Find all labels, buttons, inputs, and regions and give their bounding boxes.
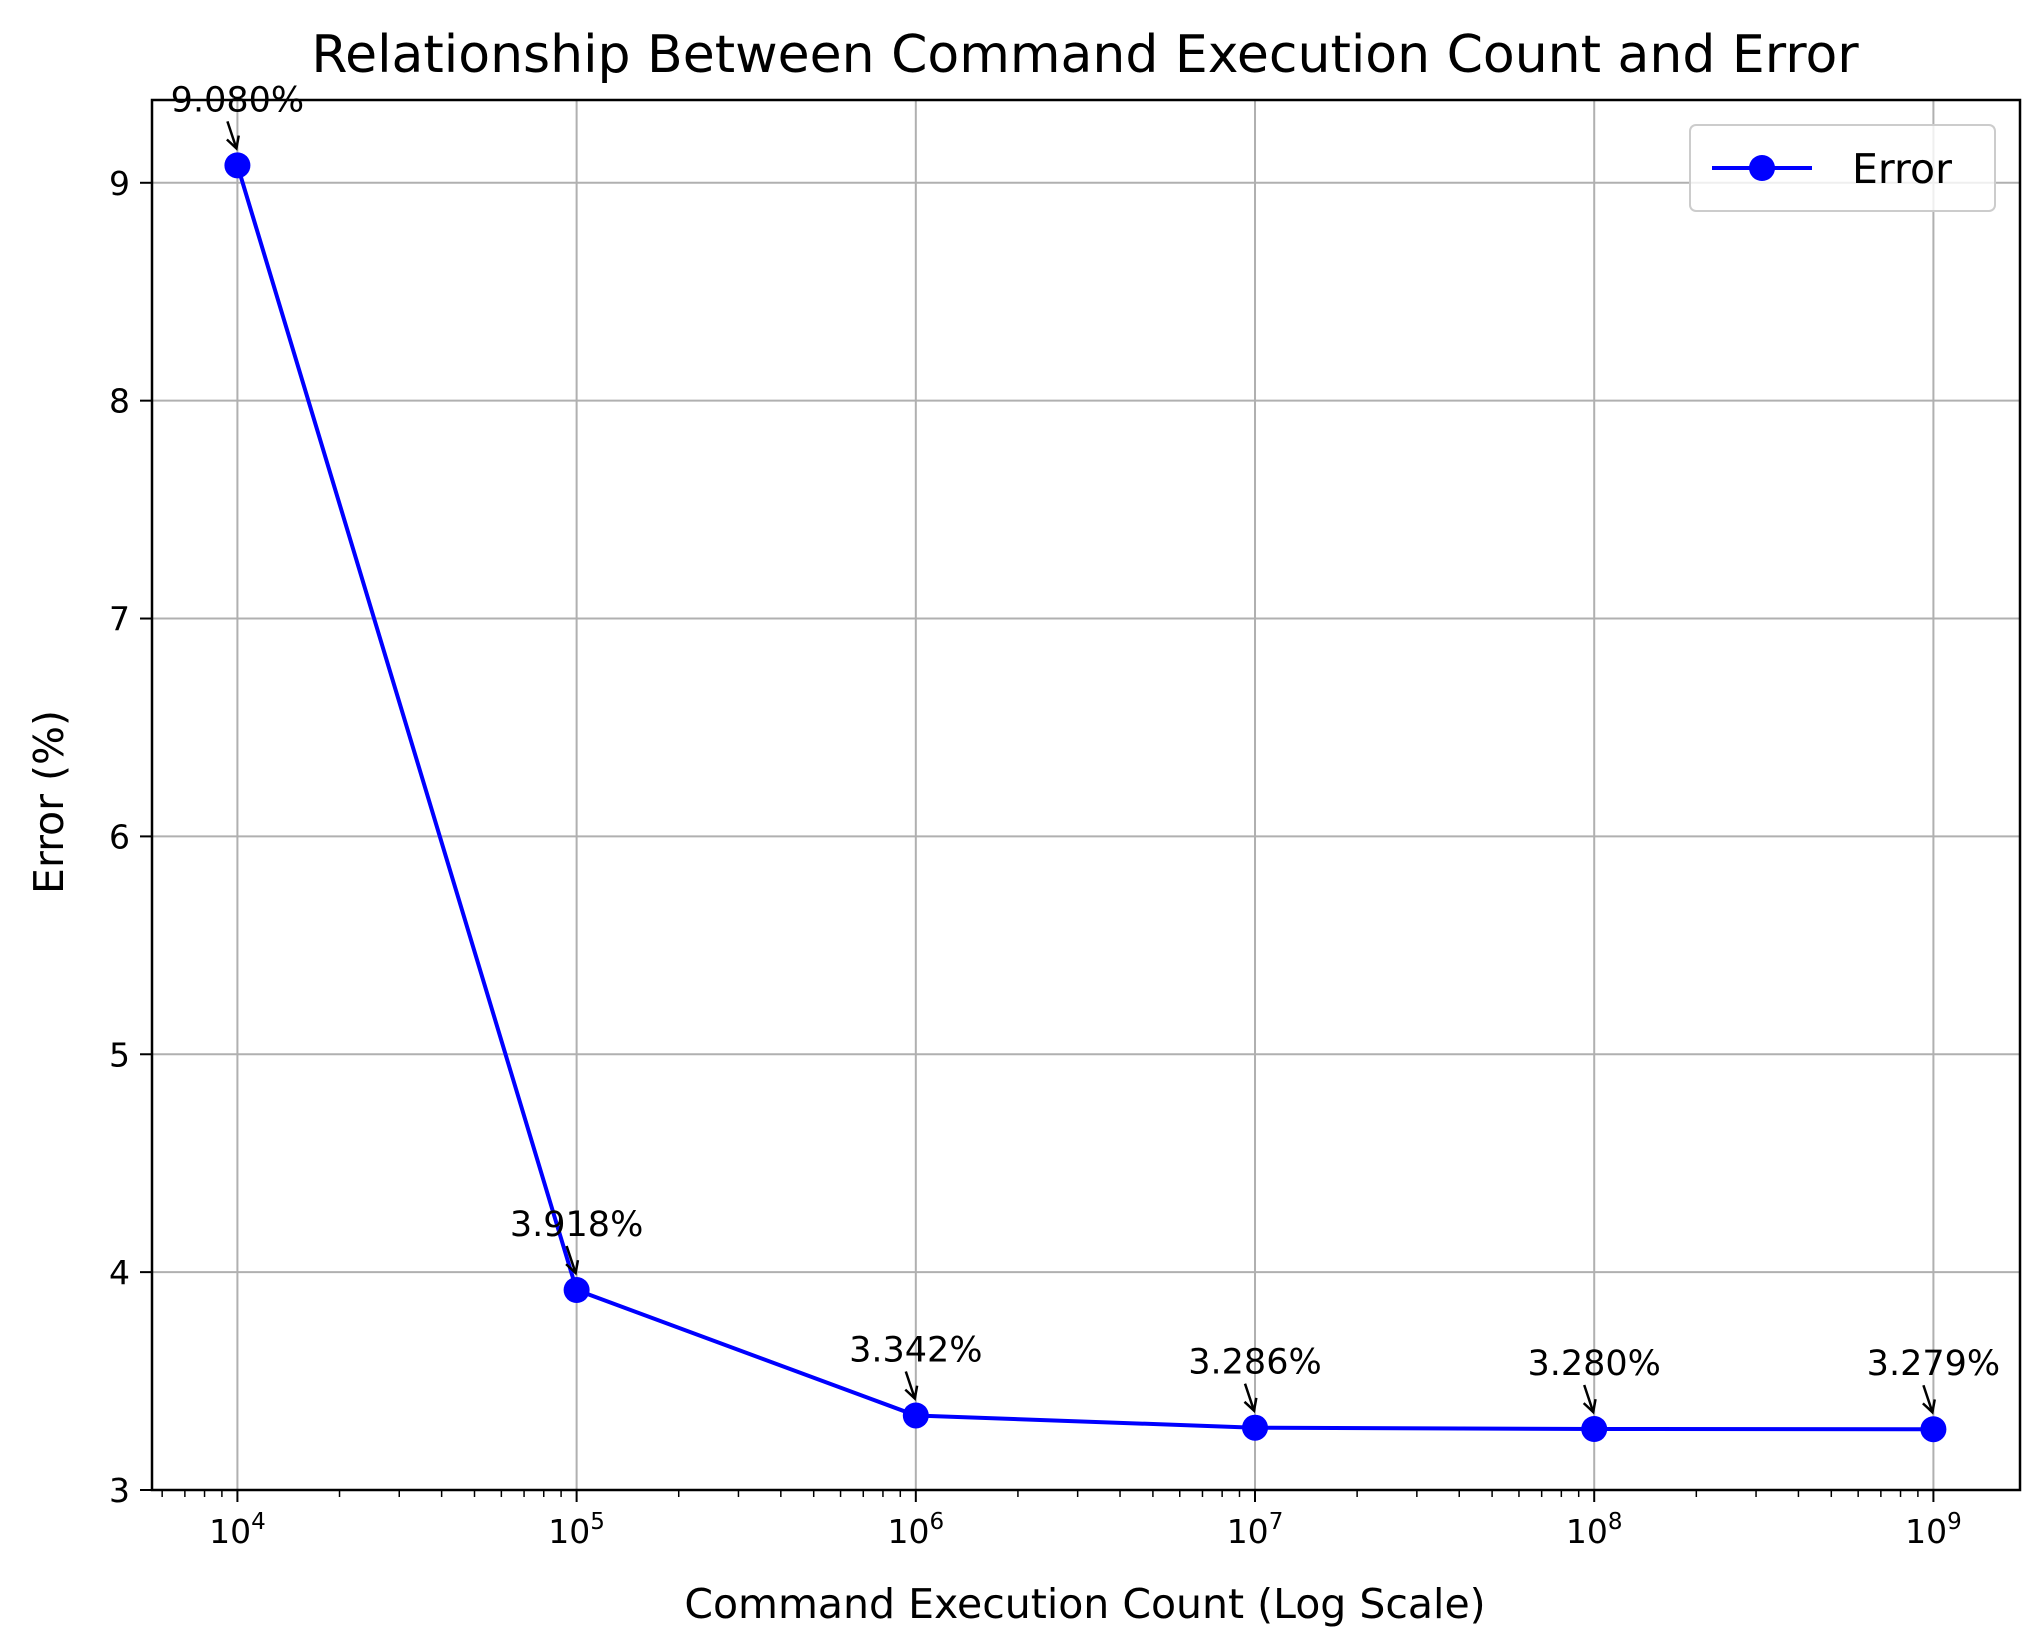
series-error (224, 152, 1947, 1443)
annotation-arrowhead (1922, 1399, 1936, 1415)
data-label: 3.279% (1867, 1344, 2000, 1384)
legend: Error (1689, 124, 1996, 212)
y-axis-label: Error (%) (25, 710, 73, 894)
data-labels: 9.080% 3.918% 3.342% 3.286% 3.280% 3.279% (171, 80, 2000, 1415)
data-label: 3.918% (510, 1205, 643, 1245)
x-tick-label: 105 (548, 1509, 605, 1551)
x-tick-label: 108 (1566, 1509, 1623, 1551)
x-tick-label: 104 (209, 1509, 266, 1551)
annotation-arrowhead (1243, 1397, 1258, 1414)
data-label: 3.280% (1527, 1344, 1660, 1384)
data-point (563, 1276, 590, 1303)
annotation-arrow (565, 1245, 577, 1274)
data-point (224, 152, 251, 179)
data-label: 3.286% (1188, 1343, 1321, 1383)
annotation-arrowhead (904, 1385, 919, 1401)
y-tick-label: 9 (109, 164, 130, 203)
axes: 104 105 106 107 108 109 3 4 5 6 7 8 9 (109, 98, 2022, 1551)
annotation-arrow (1922, 1384, 1934, 1413)
data-point (1920, 1416, 1947, 1443)
legend-marker-swatch (1749, 155, 1775, 181)
annotation-arrow (904, 1371, 916, 1399)
y-tick-label: 3 (109, 1471, 130, 1510)
x-tick-label: 109 (1905, 1509, 1962, 1551)
y-tick-label: 6 (109, 817, 130, 856)
data-point (1581, 1415, 1608, 1442)
data-point (902, 1402, 929, 1429)
data-label: 9.080% (171, 80, 304, 120)
y-tick-label: 7 (109, 600, 130, 639)
data-point (1242, 1414, 1269, 1441)
y-tick-label: 8 (109, 382, 130, 421)
series-line (235, 164, 1934, 1432)
x-tick-label: 107 (1227, 1509, 1284, 1551)
data-label: 3.342% (849, 1330, 982, 1370)
y-tick-label: 4 (109, 1253, 130, 1292)
chart-title: Relationship Between Command Execution C… (311, 25, 1859, 85)
x-tick-label: 106 (887, 1509, 944, 1551)
annotation-arrow (1243, 1383, 1256, 1412)
legend-box (1689, 124, 1996, 212)
annotation-arrowhead (565, 1259, 580, 1276)
annotation-arrowhead (1582, 1398, 1597, 1415)
plot-frame (150, 98, 2022, 1492)
annotation-arrow (1583, 1384, 1595, 1413)
annotation-arrow (226, 120, 238, 149)
legend-entry-error: Error (1852, 145, 1952, 193)
y-tick-label: 5 (109, 1035, 130, 1074)
x-axis-label: Command Execution Count (Log Scale) (684, 1580, 1485, 1628)
annotation-arrowhead (226, 135, 240, 151)
